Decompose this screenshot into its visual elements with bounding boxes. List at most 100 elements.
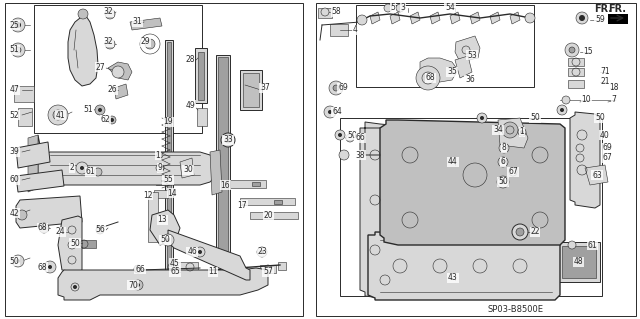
Text: 50: 50 bbox=[9, 256, 19, 265]
Bar bbox=[216, 55, 230, 255]
Text: 37: 37 bbox=[260, 84, 270, 93]
Circle shape bbox=[73, 285, 77, 289]
Circle shape bbox=[518, 128, 526, 136]
Circle shape bbox=[576, 154, 584, 162]
Circle shape bbox=[156, 164, 164, 172]
Text: 39: 39 bbox=[9, 147, 19, 157]
Circle shape bbox=[76, 162, 88, 174]
Text: 43: 43 bbox=[448, 273, 458, 283]
Circle shape bbox=[108, 116, 116, 124]
Text: 63: 63 bbox=[592, 170, 602, 180]
Text: SP03-B8500E: SP03-B8500E bbox=[488, 305, 544, 314]
Text: 53: 53 bbox=[467, 50, 477, 60]
Polygon shape bbox=[370, 12, 380, 24]
Text: 50: 50 bbox=[70, 239, 80, 248]
Text: 30: 30 bbox=[183, 166, 193, 174]
Circle shape bbox=[162, 234, 174, 246]
Text: 32: 32 bbox=[103, 8, 113, 17]
Circle shape bbox=[520, 130, 524, 134]
Text: 21: 21 bbox=[600, 78, 610, 86]
Bar bbox=[165, 40, 173, 275]
Circle shape bbox=[136, 283, 140, 287]
Circle shape bbox=[512, 224, 528, 240]
Bar bbox=[150, 157, 164, 163]
Text: 11: 11 bbox=[208, 268, 218, 277]
Polygon shape bbox=[420, 58, 458, 82]
Polygon shape bbox=[498, 118, 528, 148]
Circle shape bbox=[565, 43, 579, 57]
Text: 69: 69 bbox=[602, 144, 612, 152]
Bar bbox=[168, 262, 198, 272]
Text: 7: 7 bbox=[612, 95, 616, 105]
Text: 67: 67 bbox=[508, 167, 518, 176]
Polygon shape bbox=[455, 56, 472, 78]
Polygon shape bbox=[570, 112, 600, 208]
Polygon shape bbox=[510, 12, 520, 24]
Circle shape bbox=[339, 150, 349, 160]
Circle shape bbox=[96, 226, 104, 234]
Circle shape bbox=[110, 118, 114, 122]
Text: 10: 10 bbox=[581, 95, 591, 105]
Circle shape bbox=[560, 108, 564, 112]
Circle shape bbox=[557, 105, 567, 115]
Circle shape bbox=[195, 247, 205, 257]
Polygon shape bbox=[168, 230, 250, 280]
Circle shape bbox=[225, 137, 231, 143]
Polygon shape bbox=[430, 12, 440, 24]
Text: 51: 51 bbox=[9, 46, 19, 55]
Circle shape bbox=[502, 122, 518, 138]
Text: 13: 13 bbox=[157, 216, 167, 225]
Text: 55: 55 bbox=[163, 175, 173, 184]
Text: 50: 50 bbox=[347, 130, 357, 139]
Text: 50: 50 bbox=[160, 235, 170, 244]
Circle shape bbox=[579, 15, 585, 21]
Bar bbox=[218, 57, 228, 252]
Text: 4: 4 bbox=[353, 26, 357, 34]
Text: 57: 57 bbox=[263, 268, 273, 277]
Bar bbox=[330, 24, 348, 36]
Polygon shape bbox=[390, 12, 400, 24]
Bar bbox=[195, 48, 207, 103]
Text: 60: 60 bbox=[9, 175, 19, 184]
Text: 29: 29 bbox=[140, 38, 150, 47]
Polygon shape bbox=[130, 18, 162, 30]
Text: 52: 52 bbox=[9, 110, 19, 120]
Circle shape bbox=[42, 226, 46, 230]
Bar bbox=[110, 157, 124, 163]
Text: 16: 16 bbox=[220, 181, 230, 189]
Circle shape bbox=[477, 113, 487, 123]
Text: 46: 46 bbox=[187, 248, 197, 256]
Bar bbox=[156, 178, 168, 185]
Circle shape bbox=[576, 12, 588, 24]
Text: 34: 34 bbox=[493, 125, 503, 135]
Bar bbox=[68, 280, 86, 294]
Text: 45: 45 bbox=[170, 258, 180, 268]
Circle shape bbox=[145, 39, 155, 49]
Bar bbox=[70, 157, 84, 163]
Circle shape bbox=[346, 134, 354, 142]
Circle shape bbox=[257, 247, 267, 257]
Text: 19: 19 bbox=[163, 117, 173, 127]
Circle shape bbox=[11, 43, 25, 57]
Bar bbox=[198, 52, 204, 100]
Text: 2: 2 bbox=[70, 164, 74, 173]
Text: 61: 61 bbox=[85, 167, 95, 176]
Bar bbox=[240, 70, 262, 110]
Circle shape bbox=[501, 180, 505, 184]
Bar bbox=[18, 108, 32, 126]
Circle shape bbox=[221, 133, 235, 147]
Text: 23: 23 bbox=[257, 248, 267, 256]
Circle shape bbox=[384, 4, 392, 12]
Text: 40: 40 bbox=[600, 130, 610, 139]
Text: FR.: FR. bbox=[594, 4, 612, 14]
Bar bbox=[278, 262, 286, 270]
Circle shape bbox=[112, 66, 124, 78]
Bar bbox=[154, 190, 168, 198]
Text: 69: 69 bbox=[338, 84, 348, 93]
Polygon shape bbox=[16, 170, 64, 192]
Bar bbox=[74, 240, 96, 248]
Circle shape bbox=[498, 157, 508, 167]
Bar bbox=[568, 58, 584, 66]
Polygon shape bbox=[470, 12, 480, 24]
Bar bbox=[14, 86, 34, 102]
